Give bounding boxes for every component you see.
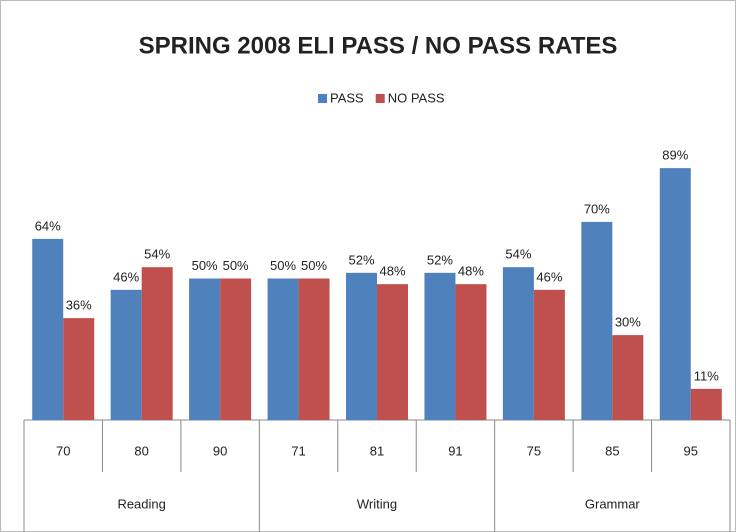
data-label: 52% xyxy=(427,252,453,267)
data-label: 46% xyxy=(113,269,139,284)
data-label: 50% xyxy=(223,258,249,273)
data-label: 48% xyxy=(379,264,405,279)
data-label: 70% xyxy=(584,201,610,216)
bar xyxy=(424,272,456,420)
x-tick-label: 90 xyxy=(213,443,227,458)
bar xyxy=(110,289,142,420)
legend-swatch xyxy=(318,94,327,103)
data-label: 50% xyxy=(301,258,327,273)
bar xyxy=(581,221,613,420)
bar xyxy=(298,278,330,420)
x-tick-label: 75 xyxy=(527,443,541,458)
bar xyxy=(455,284,487,420)
chart-title: SPRING 2008 ELI PASS / NO PASS RATES xyxy=(139,32,618,59)
bar xyxy=(612,335,644,420)
data-label: 64% xyxy=(35,218,61,233)
group-label: Grammar xyxy=(585,496,641,511)
group-label: Writing xyxy=(357,496,397,511)
legend-swatch xyxy=(375,94,385,103)
x-tick-label: 85 xyxy=(605,443,619,458)
bar xyxy=(346,272,377,420)
data-label: 54% xyxy=(505,247,531,262)
bar xyxy=(377,284,408,420)
bar xyxy=(141,267,173,420)
legend-label: NO PASS xyxy=(388,90,445,105)
bar xyxy=(220,278,252,420)
data-label: 52% xyxy=(348,252,374,267)
x-tick-label: 70 xyxy=(56,443,70,458)
data-label: 11% xyxy=(694,368,719,383)
bar xyxy=(32,238,64,420)
data-label: 54% xyxy=(144,247,170,262)
bar xyxy=(502,267,534,420)
data-label: 36% xyxy=(66,298,92,313)
bar xyxy=(63,318,95,420)
x-tick-label: 91 xyxy=(448,443,462,458)
bar xyxy=(690,388,722,420)
bar xyxy=(533,289,565,420)
data-label: 48% xyxy=(458,264,484,279)
x-tick-label: 95 xyxy=(684,443,698,458)
x-tick-label: 80 xyxy=(134,443,148,458)
x-tick-label: 71 xyxy=(291,443,305,458)
data-label: 89% xyxy=(662,148,688,163)
data-label: 46% xyxy=(536,269,562,284)
legend-label: PASS xyxy=(330,90,364,105)
group-label: Reading xyxy=(117,496,165,511)
bar xyxy=(189,278,221,420)
data-label: 50% xyxy=(270,258,296,273)
data-label: 30% xyxy=(615,315,641,330)
data-label: 50% xyxy=(192,258,218,273)
bar xyxy=(659,168,691,420)
x-tick-label: 81 xyxy=(370,443,384,458)
bar xyxy=(267,278,299,420)
